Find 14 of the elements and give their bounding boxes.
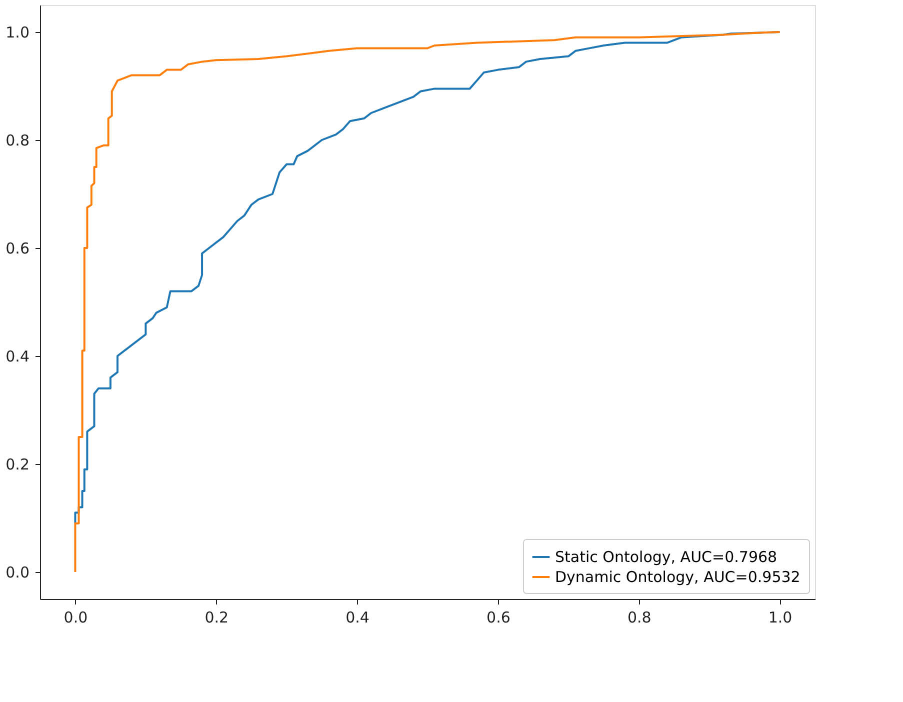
y-tick-label: 0.6 (6, 240, 30, 258)
y-tick-label: 0.8 (6, 132, 30, 150)
x-tick-label: 0.4 (346, 608, 370, 626)
y-tick-label: 0.2 (6, 456, 30, 474)
x-tick-label: 0.0 (64, 608, 88, 626)
x-tick-label: 0.2 (204, 608, 229, 626)
legend-label: Static Ontology, AUC=0.7968 (555, 548, 778, 566)
y-tick-label: 0.0 (6, 564, 30, 582)
x-tick-label: 0.6 (486, 608, 510, 626)
y-tick-label: 0.4 (6, 348, 30, 366)
legend-label: Dynamic Ontology, AUC=0.9532 (555, 568, 800, 586)
x-tick-label: 0.8 (627, 608, 652, 626)
x-tick-label: 1.0 (768, 608, 792, 626)
y-tick-label: 1.0 (6, 24, 30, 42)
